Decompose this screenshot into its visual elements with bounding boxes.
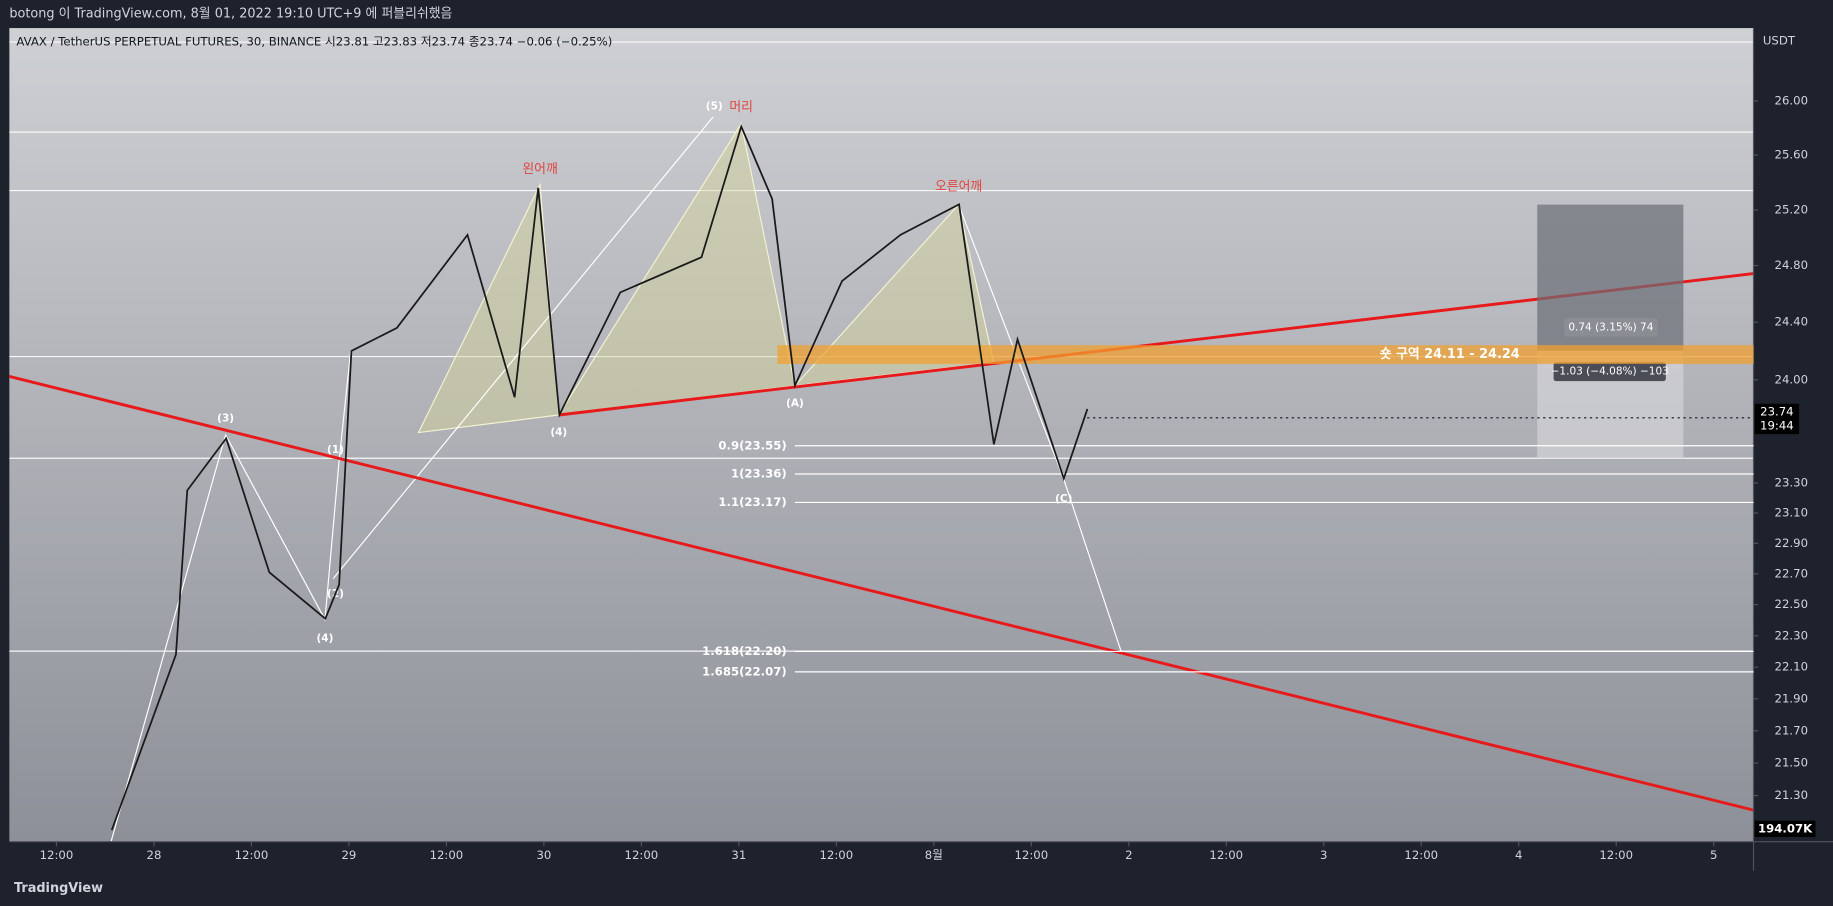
x-tick-label: 30 [536, 848, 551, 862]
y-tick-label: 22.50 [1775, 597, 1808, 611]
pattern-label: 오른어깨 [935, 180, 982, 195]
short-zone [777, 345, 1754, 364]
pattern-shapes [417, 122, 995, 434]
currency: USDT [1763, 33, 1796, 47]
x-tick-label: 29 [341, 848, 356, 862]
x-tick-label: 12:00 [430, 848, 464, 862]
y-tick-label: 23.10 [1775, 505, 1808, 519]
x-tick-label: 12:00 [1209, 848, 1243, 862]
y-tick-label: 21.90 [1775, 691, 1808, 705]
x-tick-label: 4 [1515, 848, 1522, 862]
volume-label: 194.07K [1758, 821, 1813, 835]
y-tick-label: 22.90 [1775, 536, 1808, 550]
wave-label: (4) [550, 427, 567, 439]
wave-label: (1) [327, 444, 344, 456]
x-tick-label: 12:00 [1404, 848, 1438, 862]
price-axis [1753, 28, 1833, 842]
stop-text: −1.03 (−4.08%) −103 [1551, 366, 1669, 378]
x-tick-label: 12:00 [819, 848, 853, 862]
fib-label: 1.1(23.17) [718, 495, 786, 509]
y-tick-label: 24.40 [1775, 315, 1808, 329]
target-tag [1564, 317, 1658, 337]
footer-brand: TradingView [14, 881, 103, 896]
pattern-label: 머리 [729, 100, 753, 115]
fib-label: 1.685(22.07) [702, 664, 787, 678]
volume-tag [1754, 820, 1816, 838]
price-line [110, 123, 1089, 831]
x-tick-label: 8월 [925, 848, 943, 862]
published-note: botong 이 TradingView.com, 8월 01, 2022 19… [9, 6, 452, 22]
x-tick-label: 5 [1710, 848, 1717, 862]
wave-label: (A) [786, 397, 804, 409]
stop-tag [1553, 362, 1666, 382]
y-tick-label: 24.80 [1775, 258, 1808, 272]
target-text: 0.74 (3.15%) 74 [1568, 321, 1653, 333]
x-tick-label: 12:00 [1599, 848, 1633, 862]
x-tick-label: 12:00 [40, 848, 74, 862]
last-price-tag [1754, 403, 1800, 435]
y-tick-label: 25.60 [1775, 148, 1808, 162]
last-price: 23.74 [1760, 404, 1793, 418]
x-tick-label: 2 [1125, 848, 1132, 862]
x-tick-label: 12:00 [625, 848, 659, 862]
y-tick-label: 22.10 [1775, 660, 1808, 674]
y-tick-label: 26.00 [1775, 93, 1808, 107]
short-zone-label: 숏 구역 24.11 - 24.24 [1380, 346, 1520, 362]
x-tick-label: 28 [147, 848, 162, 862]
symbol-legend: AVAX / TetherUS PERPETUAL FUTURES, 30, B… [16, 35, 612, 49]
y-tick-label: 21.70 [1775, 723, 1808, 737]
y-tick-label: 22.70 [1775, 566, 1808, 580]
y-tick-label: 21.50 [1775, 756, 1808, 770]
plot-area [9, 28, 1754, 842]
x-tick-label: 12:00 [1014, 848, 1048, 862]
wave-label: (C) [1055, 493, 1072, 505]
y-tick-label: 22.30 [1775, 628, 1808, 642]
fib-label: 1(23.36) [731, 466, 787, 480]
y-tick-label: 24.00 [1775, 372, 1808, 386]
x-tick-label: 12:00 [235, 848, 269, 862]
wave-label: (3) [217, 413, 234, 425]
countdown: 19:44 [1760, 418, 1794, 432]
pattern-label: 왼어깨 [522, 162, 557, 177]
wave-label: (4) [317, 632, 334, 644]
y-tick-label: 21.30 [1775, 788, 1808, 802]
x-tick-label: 31 [731, 848, 746, 862]
x-tick-label: 3 [1320, 848, 1327, 862]
fib-label: 1.618(22.20) [702, 644, 787, 658]
y-tick-label: 25.20 [1775, 202, 1808, 216]
fib-label: 0.9(23.55) [718, 438, 786, 452]
wave-label: (5) [706, 100, 723, 112]
y-tick-label: 23.30 [1775, 475, 1808, 489]
